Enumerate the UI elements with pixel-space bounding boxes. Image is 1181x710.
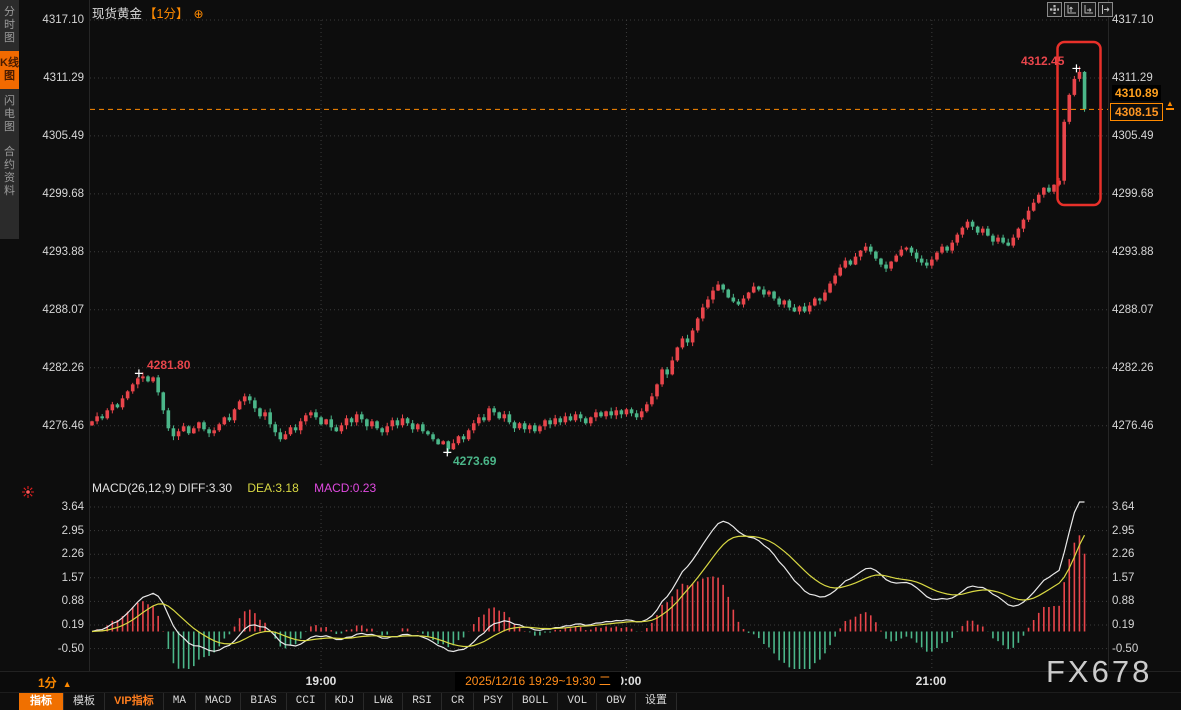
indicator-lwr[interactable]: LW&	[364, 693, 404, 710]
indicator-boll[interactable]: BOLL	[513, 693, 559, 710]
indicator-ma[interactable]: MA	[164, 693, 196, 710]
price-tick: 4276.46	[42, 419, 84, 432]
price-tick: 4305.49	[1112, 129, 1154, 142]
macd-tick: 0.19	[1112, 619, 1135, 631]
tab-indicators[interactable]: 指标	[19, 693, 64, 710]
price-tick: 4282.26	[42, 361, 84, 374]
settings-button[interactable]: 设置	[636, 693, 678, 710]
indicator-kdj[interactable]: KDJ	[326, 693, 365, 710]
tab-templates[interactable]: 模板	[64, 693, 105, 710]
chart-type-sidebar: 分时图 K线图 闪电图 合约资料	[0, 0, 19, 239]
indicator-macd[interactable]: MACD	[196, 693, 242, 710]
macd-tick: 1.57	[1112, 571, 1135, 584]
indicator-psy[interactable]: PSY	[474, 693, 514, 710]
crosshair-date-tooltip: 2025/12/16 19:29~19:30 二	[455, 672, 621, 691]
price-tick: 4293.88	[42, 245, 84, 258]
sidebar-item-timeline[interactable]: 分时图	[4, 6, 15, 44]
indicator-obv[interactable]: OBV	[597, 693, 637, 710]
macd-tick: 2.95	[1112, 524, 1135, 537]
y-axis-scale-icon[interactable]	[1064, 2, 1079, 17]
macd-tick: 2.95	[61, 524, 84, 537]
macd-tick: 2.26	[1112, 548, 1135, 561]
swing-low-label: 4273.69	[453, 454, 497, 468]
price-tick: 4293.88	[1112, 245, 1154, 258]
price-tick: 4305.49	[42, 129, 84, 142]
toolbar-divider	[0, 692, 1181, 693]
sidebar-item-contract-info[interactable]: 合约资料	[4, 146, 15, 197]
indicator-toolbar: 指标 模板 VIP指标 MA MACD BIAS CCI KDJ LW& RSI CR PSY BOLL…	[19, 693, 678, 710]
indicator-cr[interactable]: CR	[442, 693, 475, 710]
time-label-19: 19:00	[305, 674, 337, 688]
current-price-badge: 4308.15	[1110, 103, 1164, 121]
indicator-bias[interactable]: BIAS	[241, 693, 287, 710]
macd-tick: 3.64	[1112, 501, 1135, 513]
macd-dea-value: DEA:3.18	[247, 481, 299, 495]
sidebar-item-kline[interactable]: K线图	[0, 51, 19, 89]
price-tick: 4311.29	[43, 72, 84, 84]
add-compare-icon[interactable]: ⊕	[193, 7, 204, 21]
macd-tick: 3.64	[61, 501, 84, 513]
macd-params-diff: MACD(26,12,9) DIFF:3.30	[92, 481, 233, 495]
indicator-cci[interactable]: CCI	[287, 693, 326, 710]
plot-right-border	[1108, 0, 1109, 671]
chevron-up-icon: ▲	[62, 679, 72, 689]
last-close-badge: 4310.89	[1112, 85, 1162, 101]
plot-left-border	[89, 0, 90, 671]
macd-tick: 0.19	[61, 619, 84, 631]
pan-icon[interactable]	[1047, 2, 1062, 17]
price-tick: 4311.29	[1112, 72, 1153, 84]
chart-title: 现货黄金 【1分】 ⊕	[92, 3, 204, 22]
price-tick: 4288.07	[1112, 303, 1154, 316]
price-tick: 4282.26	[1112, 361, 1154, 374]
swing-high-label: 4281.80	[147, 358, 191, 372]
time-axis-divider	[0, 671, 1181, 672]
price-tick: 4317.10	[42, 14, 84, 26]
sidebar-item-lightning[interactable]: 闪电图	[4, 95, 15, 133]
timeframe-selector[interactable]: 1分 ▲	[38, 676, 72, 690]
time-axis: 1分 ▲ 19:00 20:00 21:00 2025/12/16 19:29~1…	[0, 672, 1181, 692]
price-tick: 4299.68	[42, 187, 84, 200]
watermark: FX678	[1046, 654, 1153, 689]
chart-tool-icons	[1047, 2, 1113, 17]
macd-tick: -0.50	[57, 642, 84, 655]
alert-dot-icon[interactable]	[21, 485, 35, 504]
price-tick: 4317.10	[1112, 14, 1154, 26]
period-tag: 【1分】	[144, 7, 189, 21]
price-tick: 4288.07	[42, 303, 84, 316]
indicator-rsi[interactable]: RSI	[403, 693, 442, 710]
macd-tick: 0.88	[1112, 595, 1135, 608]
macd-tick: 2.26	[61, 548, 84, 561]
x-axis-scale-icon[interactable]	[1081, 2, 1096, 17]
price-alert-marker: ▲	[1166, 99, 1174, 110]
time-label-21: 21:00	[915, 674, 947, 688]
instrument-name: 现货黄金	[92, 7, 143, 21]
macd-tick: 1.57	[61, 571, 84, 584]
price-tick: 4276.46	[1112, 419, 1154, 432]
macd-header: MACD(26,12,9) DIFF:3.30 DEA:3.18 MACD:0.…	[92, 481, 376, 495]
macd-tick: 0.88	[61, 595, 84, 608]
price-tick: 4299.68	[1112, 187, 1154, 200]
macd-tick: -0.50	[1112, 642, 1139, 655]
tab-vip-indicators[interactable]: VIP指标	[105, 693, 164, 710]
indicator-vol[interactable]: VOL	[558, 693, 598, 710]
session-high-label: 4312.45	[1021, 54, 1065, 68]
macd-hist-value: MACD:0.23	[314, 481, 377, 495]
goto-latest-icon[interactable]	[1098, 2, 1113, 17]
